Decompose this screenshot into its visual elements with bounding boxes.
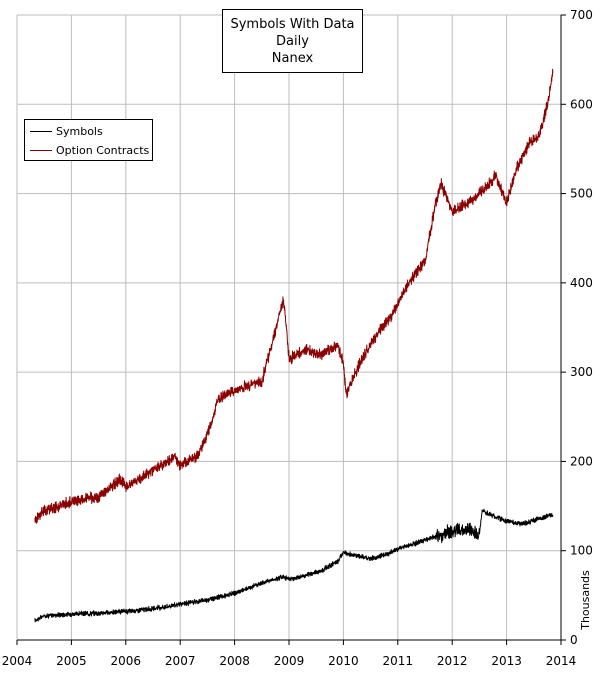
y-tick-label: 400 xyxy=(570,276,593,290)
y-tick-label: 300 xyxy=(570,365,593,379)
legend-swatch-symbols xyxy=(30,130,52,132)
x-tick-label: 2006 xyxy=(111,654,142,668)
y-tick-label: 200 xyxy=(570,454,593,468)
x-tick-label: 2012 xyxy=(437,654,468,668)
x-tick-label: 2009 xyxy=(274,654,305,668)
chart-title-line-1: Symbols With Data xyxy=(230,16,355,32)
y-axis-ticks: 0 100 200 300 400 500 600 700 xyxy=(561,8,593,647)
chart-title-line-2: Daily xyxy=(276,33,309,49)
x-tick-label: 2008 xyxy=(219,654,250,668)
legend-label-symbols: Symbols xyxy=(56,124,103,138)
series-line-symbols xyxy=(34,508,554,623)
x-tick-label: 2011 xyxy=(383,654,414,668)
series-line-option-contracts xyxy=(34,68,554,524)
x-tick-label: 2010 xyxy=(328,654,359,668)
legend-label-option-contracts: Option Contracts xyxy=(56,143,150,157)
y-tick-label: 0 xyxy=(570,633,578,647)
y-tick-label: 600 xyxy=(570,97,593,111)
x-axis-ticks: 2004 2005 2006 2007 2008 2009 2010 2011 2012 2013… xyxy=(2,640,577,668)
x-tick-label: 2014 xyxy=(546,654,577,668)
y-tick-label: 100 xyxy=(570,544,593,558)
legend: Symbols Option Contracts xyxy=(24,119,153,161)
legend-item-symbols: Symbols xyxy=(30,124,103,138)
x-tick-label: 2005 xyxy=(56,654,87,668)
legend-item-option-contracts: Option Contracts xyxy=(30,143,149,157)
chart-title: Symbols With Data Daily Nanex xyxy=(222,9,363,73)
grid xyxy=(16,14,562,641)
x-tick-label: 2004 xyxy=(2,654,33,668)
y-tick-label: 700 xyxy=(570,8,593,22)
x-tick-label: 2007 xyxy=(165,654,196,668)
chart-title-line-3: Nanex xyxy=(271,50,314,66)
x-tick-label: 2013 xyxy=(491,654,522,668)
legend-swatch-option-contracts xyxy=(30,149,52,151)
series-layer xyxy=(34,68,554,623)
y-tick-label: 500 xyxy=(570,187,593,201)
y-axis-label: Thousands xyxy=(579,570,592,631)
